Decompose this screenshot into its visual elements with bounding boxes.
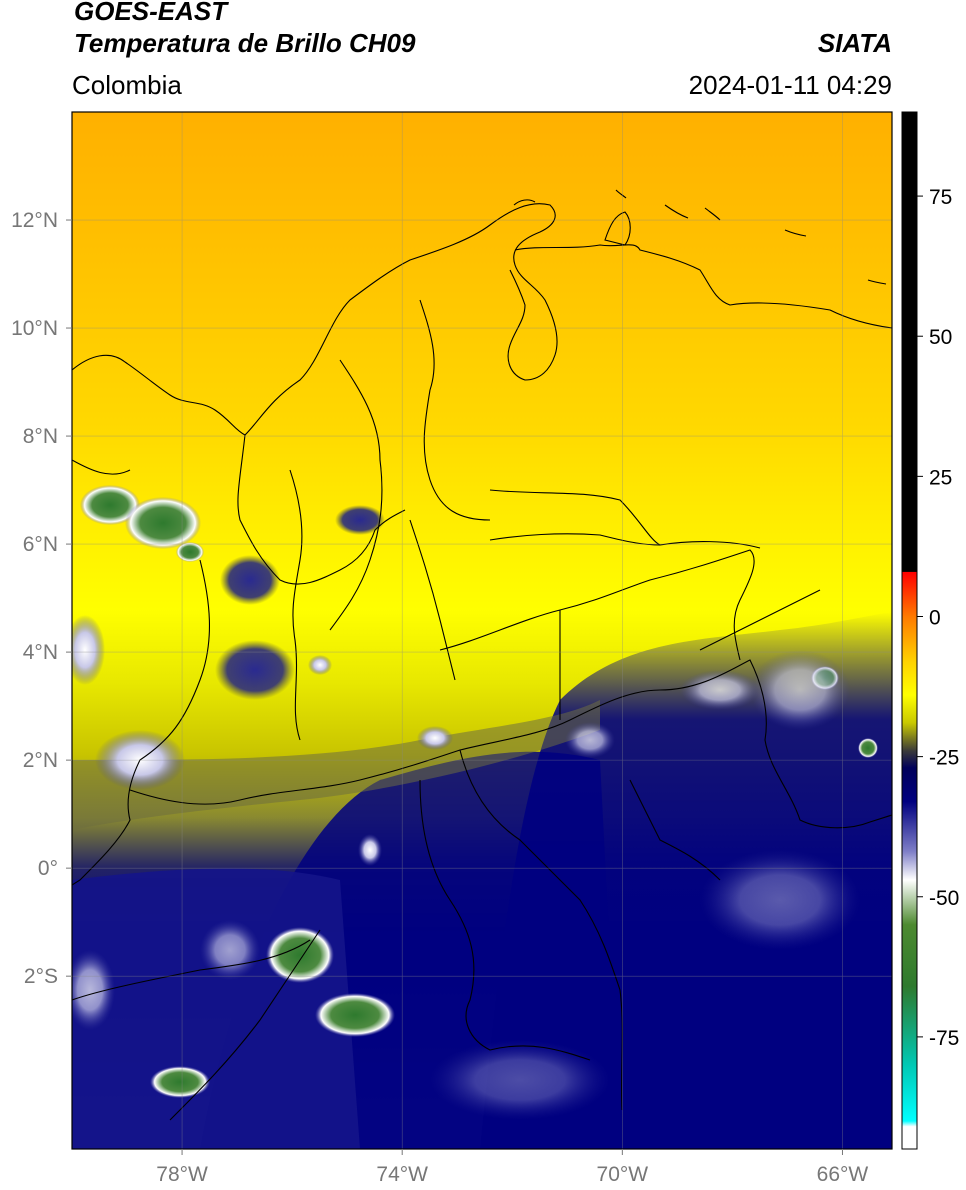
product-title: Temperatura de Brillo CH09 — [74, 28, 416, 58]
map-imagery — [72, 112, 892, 1149]
lon-tick-label: 78°W — [156, 1163, 208, 1186]
brand-label: SIATA — [817, 28, 892, 58]
colorbar-tick-label: -50 — [929, 887, 959, 910]
lat-tick-label: 2°N — [23, 749, 58, 772]
map-frame — [71, 111, 893, 1150]
colorbar-tick-label: -75 — [929, 1027, 959, 1050]
colorbar-gradient — [902, 112, 917, 1149]
lon-tick-label: 70°W — [597, 1163, 649, 1186]
graticule — [72, 112, 892, 1149]
colorbar: 75 50 25 0 -25 -50 -75 — [901, 111, 959, 1150]
lon-tick-label: 66°W — [817, 1163, 869, 1186]
region-label: Colombia — [72, 70, 182, 100]
lat-tick-label: 12°N — [11, 209, 58, 232]
lat-tick-label: 6°N — [23, 533, 58, 556]
colorbar-tick-label: 0 — [929, 606, 941, 629]
colorbar-tick-label: -25 — [929, 747, 959, 770]
colorbar-frame — [901, 111, 918, 1150]
boundaries — [72, 189, 892, 1121]
colorbar-tick-label: 25 — [929, 466, 952, 489]
longitude-ticks: 78°W 74°W 70°W 66°W — [156, 1149, 868, 1186]
colorbar-ticks: 75 50 25 0 -25 -50 -75 — [917, 186, 959, 1050]
lat-tick-label: 10°N — [11, 317, 58, 340]
lon-tick-label: 74°W — [376, 1163, 428, 1186]
timestamp-label: 2024-01-11 04:29 — [688, 70, 892, 100]
lat-tick-label: 4°N — [23, 641, 58, 664]
colorbar-tick-label: 75 — [929, 186, 952, 209]
satellite-title: GOES-EAST — [74, 0, 228, 26]
lat-tick-label: 0° — [38, 857, 58, 880]
colorbar-tick-label: 50 — [929, 326, 952, 349]
latitude-ticks: 12°N 10°N 8°N 6°N 4°N 2°N 0° 2°S — [11, 209, 72, 988]
lat-tick-label: 8°N — [23, 425, 58, 448]
lat-tick-label: 2°S — [24, 965, 58, 988]
